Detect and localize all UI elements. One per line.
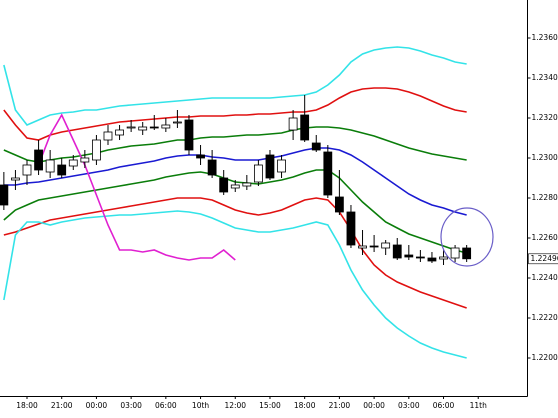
candle-body	[347, 212, 355, 245]
candle-body	[335, 197, 343, 212]
candle-body	[254, 165, 262, 182]
candle-body	[324, 152, 332, 195]
candle-body	[451, 248, 459, 258]
x-tick-label: 03:00	[398, 401, 420, 410]
x-tick-label: 00:00	[86, 401, 108, 410]
candle-body	[173, 122, 181, 123]
x-tick-label: 11th	[470, 401, 487, 410]
candle-body	[81, 158, 89, 162]
candle-body	[416, 257, 424, 258]
y-tick-label: 1.22200	[532, 313, 558, 322]
candle-body	[405, 255, 413, 257]
y-tick-label: 1.23600	[532, 33, 558, 42]
candle-body	[116, 130, 124, 135]
candle-body	[46, 160, 54, 172]
candle-body	[382, 243, 390, 248]
y-tick-label: 1.22600	[532, 233, 558, 242]
candle-body	[463, 248, 471, 259]
x-tick-label: 00:00	[363, 401, 385, 410]
candle-body	[162, 125, 170, 128]
candle-body	[266, 155, 274, 178]
x-tick-label: 18:00	[16, 401, 38, 410]
candle-body	[58, 165, 66, 175]
candle-body	[35, 150, 43, 170]
candle-body	[243, 183, 251, 186]
candle-body	[301, 115, 309, 140]
x-tick-label: 03:00	[120, 401, 142, 410]
candle-body	[23, 165, 31, 175]
x-tick-label: 12:00	[224, 401, 246, 410]
y-tick-label: 1.23200	[532, 113, 558, 122]
y-tick-label: 1.23400	[532, 73, 558, 82]
x-tick-label: 06:00	[155, 401, 177, 410]
x-tick-label: 21:00	[51, 401, 73, 410]
candle-body	[312, 143, 320, 150]
candle-body	[69, 160, 77, 166]
candle-body	[104, 132, 112, 140]
candle-body	[289, 118, 297, 130]
x-tick-label: 21:00	[329, 401, 351, 410]
x-tick-label: 18:00	[294, 401, 316, 410]
candle-body	[11, 178, 19, 180]
candle-body	[393, 245, 401, 258]
y-tick-label: 1.22000	[532, 353, 558, 362]
y-tick-label: 1.22800	[532, 193, 558, 202]
candle-body	[150, 127, 158, 128]
candle-body	[197, 155, 205, 158]
candle-body	[139, 127, 147, 130]
candle-body	[185, 120, 193, 150]
y-tick-label: 1.23000	[532, 153, 558, 162]
candle-body	[92, 140, 100, 160]
x-tick-label: 10th	[192, 401, 209, 410]
candle-body	[428, 258, 436, 261]
last-price-label: 1.22496	[531, 254, 558, 263]
candle-body	[359, 246, 367, 248]
candle-body	[278, 160, 286, 172]
candle-body	[208, 160, 216, 175]
candle-body	[231, 185, 239, 188]
candle-body	[370, 246, 378, 247]
y-tick-label: 1.22400	[532, 273, 558, 282]
candle-body	[0, 185, 8, 205]
candle-body	[440, 257, 448, 259]
x-tick-label: 06:00	[433, 401, 455, 410]
x-tick-label: 15:00	[259, 401, 281, 410]
candle-body	[127, 127, 135, 128]
candle-body	[220, 178, 228, 192]
